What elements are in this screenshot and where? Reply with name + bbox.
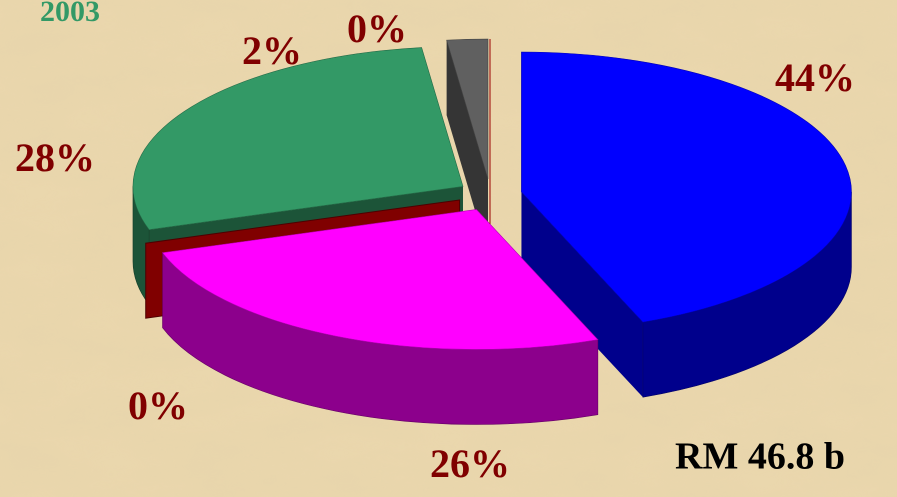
pie-slice-side	[521, 192, 643, 398]
data-label: 28%	[15, 135, 95, 180]
pie-slice	[446, 38, 489, 180]
pie-slice	[132, 47, 464, 231]
chart-title: 2003	[40, 0, 100, 28]
data-label: 2%	[242, 28, 302, 73]
annotation: RM 46.8 b	[675, 436, 845, 478]
pie	[132, 38, 852, 425]
pie-slice	[161, 209, 599, 350]
pie-slice	[521, 51, 852, 323]
data-label: 0%	[128, 383, 188, 428]
data-label: 26%	[430, 441, 510, 486]
data-label: 0%	[347, 6, 407, 51]
data-label: 44%	[775, 55, 855, 100]
pie-slice-side	[446, 40, 488, 255]
